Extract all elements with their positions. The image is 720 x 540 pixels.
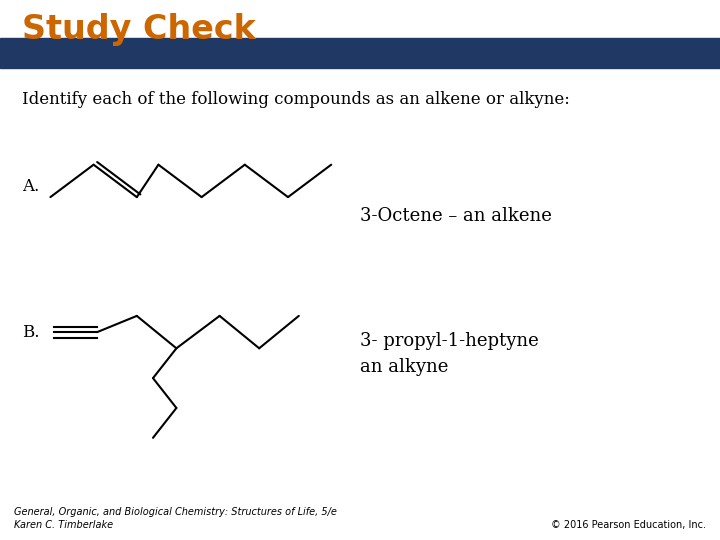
Text: © 2016 Pearson Education, Inc.: © 2016 Pearson Education, Inc. bbox=[551, 520, 706, 530]
Text: Study Check: Study Check bbox=[22, 13, 256, 46]
Text: Identify each of the following compounds as an alkene or alkyne:: Identify each of the following compounds… bbox=[22, 91, 570, 109]
Text: 3- propyl-1-heptyne
an alkyne: 3- propyl-1-heptyne an alkyne bbox=[360, 332, 539, 376]
Text: B.: B. bbox=[22, 323, 39, 341]
Text: 3-Octene – an alkene: 3-Octene – an alkene bbox=[360, 207, 552, 225]
Bar bbox=[0, 38, 720, 68]
Text: General, Organic, and Biological Chemistry: Structures of Life, 5/e
Karen C. Tim: General, Organic, and Biological Chemist… bbox=[14, 507, 337, 530]
Text: A.: A. bbox=[22, 178, 39, 195]
